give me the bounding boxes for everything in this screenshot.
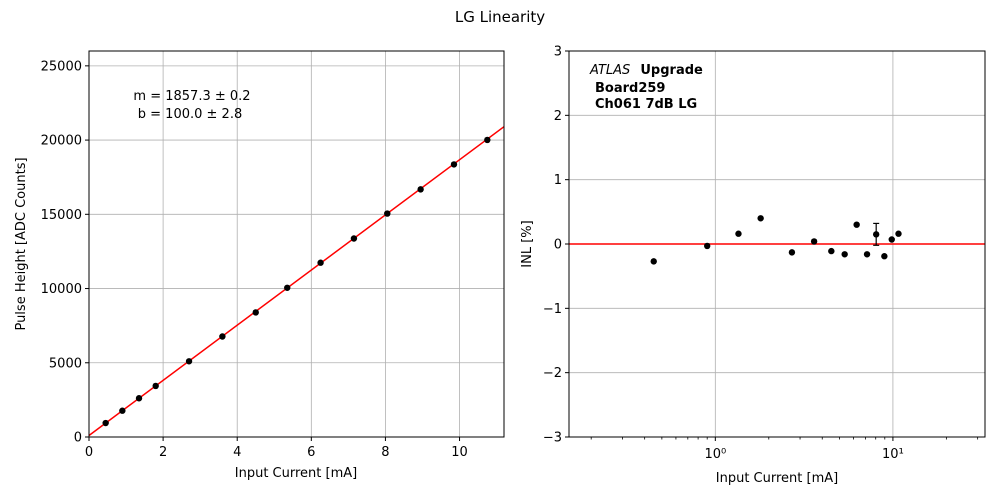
fit-line bbox=[88, 126, 505, 437]
left-y-tick-label: 20000 bbox=[41, 134, 82, 149]
left-y-tick-label: 15000 bbox=[41, 208, 82, 223]
right-y-tick-label: −1 bbox=[543, 302, 562, 317]
left-x-tick-label: 2 bbox=[159, 445, 167, 460]
experiment-suffix: Upgrade bbox=[640, 63, 703, 78]
inl-point bbox=[841, 251, 848, 258]
inl-point bbox=[895, 230, 902, 237]
right-y-tick-label: 2 bbox=[554, 109, 562, 124]
left-plot-frame bbox=[88, 50, 505, 438]
pulse-height-point bbox=[252, 309, 259, 316]
inl-point bbox=[828, 247, 835, 255]
board-label: Board259 bbox=[595, 81, 665, 96]
pulse-height-point bbox=[119, 407, 126, 414]
inl-point bbox=[881, 253, 888, 260]
left-x-tick-label: 6 bbox=[307, 445, 315, 460]
inl-panel: 10⁰ 10¹ −3 −2 −1 0 1 2 3 Input Current [mA] INL… bbox=[520, 45, 986, 486]
left-y-tick-label: 25000 bbox=[41, 59, 82, 74]
experiment-name: ATLAS bbox=[589, 63, 630, 78]
pulse-height-point bbox=[484, 136, 491, 144]
right-y-axis-label: INL [%] bbox=[520, 220, 535, 267]
right-x-axis-label: Input Current [mA] bbox=[716, 471, 838, 486]
left-x-tick-label: 8 bbox=[381, 445, 389, 460]
right-y-tick-label: 1 bbox=[554, 173, 562, 188]
fit-line-group bbox=[88, 126, 505, 437]
linearity-panel: 0 2 4 6 8 10 0 5000 10000 15000 20000 25000 Input … bbox=[14, 50, 505, 481]
left-x-axis-label: Input Current [mA] bbox=[235, 466, 357, 481]
pulse-height-point bbox=[317, 259, 324, 266]
inl-point bbox=[703, 242, 711, 250]
pulse-height-point bbox=[417, 186, 424, 193]
right-data-points bbox=[650, 215, 902, 265]
channel-label: Ch061 7dB LG bbox=[595, 97, 697, 112]
inl-point bbox=[888, 236, 895, 243]
right-y-tick-label: 0 bbox=[554, 238, 562, 253]
atlas-label: ATLAS Upgrade bbox=[589, 59, 703, 78]
left-x-ticks: 0 2 4 6 8 10 bbox=[85, 437, 468, 460]
right-x-tick-label: 10¹ bbox=[882, 447, 904, 462]
left-y-axis-label: Pulse Height [ADC Counts] bbox=[14, 157, 29, 330]
pulse-height-point bbox=[450, 161, 458, 168]
inl-point bbox=[650, 258, 657, 265]
left-y-tick-label: 10000 bbox=[41, 282, 82, 297]
inl-point bbox=[788, 249, 796, 256]
left-x-tick-label: 4 bbox=[233, 445, 241, 460]
pulse-height-point bbox=[185, 358, 193, 365]
inl-point bbox=[810, 238, 818, 245]
inl-point bbox=[735, 230, 742, 237]
inl-point bbox=[757, 215, 764, 222]
inl-point bbox=[872, 231, 880, 238]
left-y-tick-label: 0 bbox=[74, 431, 82, 446]
pulse-height-point bbox=[284, 284, 291, 291]
right-y-tick-label: −3 bbox=[543, 431, 562, 446]
pulse-height-point bbox=[384, 210, 391, 217]
slope-annotation: m = 1857.3 ± 0.2 bbox=[133, 89, 250, 104]
pulse-height-point bbox=[219, 333, 226, 340]
intercept-annotation: b = 100.0 ± 2.8 bbox=[138, 107, 242, 122]
right-x-ticks: 10⁰ 10¹ bbox=[590, 437, 979, 462]
right-y-tick-label: −2 bbox=[543, 366, 562, 381]
left-y-ticks: 0 5000 10000 15000 20000 25000 bbox=[41, 59, 89, 446]
pulse-height-point bbox=[102, 419, 109, 427]
inl-point bbox=[863, 251, 871, 258]
pulse-height-point bbox=[152, 382, 159, 390]
left-x-tick-label: 0 bbox=[85, 445, 93, 460]
left-gridlines bbox=[88, 51, 504, 438]
right-y-tick-label: 3 bbox=[554, 45, 562, 60]
right-y-ticks: −3 −2 −1 0 1 2 3 bbox=[543, 45, 569, 446]
pulse-height-point bbox=[135, 395, 143, 402]
inl-point bbox=[853, 221, 860, 228]
right-x-tick-label: 10⁰ bbox=[704, 447, 726, 462]
left-data-points bbox=[102, 136, 491, 427]
figure-title: LG Linearity bbox=[455, 8, 545, 26]
left-y-tick-label: 5000 bbox=[49, 356, 82, 371]
left-x-tick-label: 10 bbox=[451, 445, 468, 460]
pulse-height-point bbox=[350, 235, 358, 242]
